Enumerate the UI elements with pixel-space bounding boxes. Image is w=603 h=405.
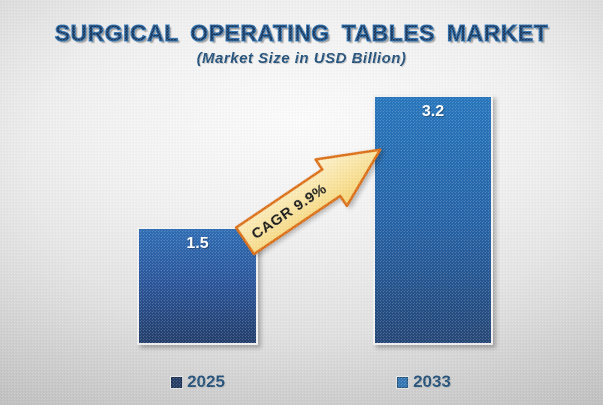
bar-2033: 3.2	[373, 95, 493, 345]
bar-2025-value-label: 1.5	[186, 235, 209, 252]
legend-label-2033: 2033	[413, 372, 451, 391]
chart-subtitle: (Market Size in USD Billion)	[196, 50, 407, 67]
legend-item-2033: 2033	[397, 372, 451, 392]
cagr-arrow: CAGR 9.9%	[225, 122, 401, 268]
bar-2033-value-label: 3.2	[421, 103, 445, 120]
chart-title: SURGICAL OPERATING TABLES MARKET	[54, 20, 549, 47]
legend-item-2025: 2025	[171, 372, 225, 392]
legend-swatch-2033-icon	[397, 376, 409, 388]
legend-swatch-2025-icon	[171, 376, 183, 388]
up-right-arrow-icon	[234, 148, 382, 256]
legend-label-2025: 2025	[187, 372, 225, 391]
bar-2025: 1.5	[137, 227, 258, 345]
